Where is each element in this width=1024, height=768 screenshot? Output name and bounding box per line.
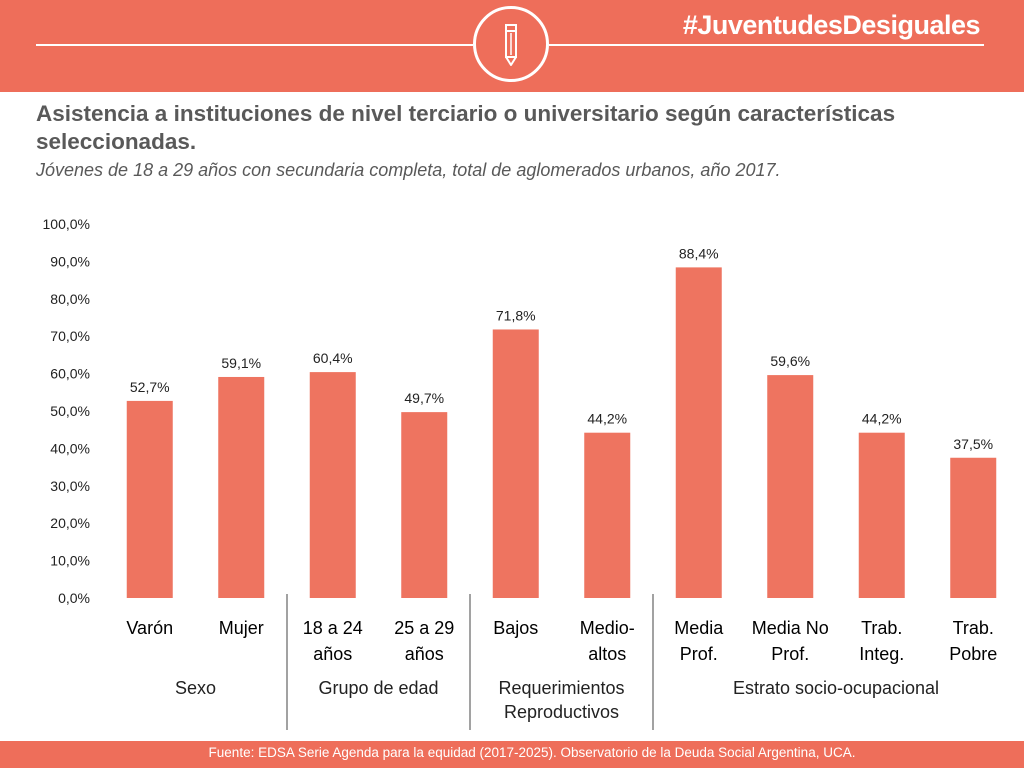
- category-label: 25 a 29: [394, 618, 454, 638]
- data-label: 52,7%: [130, 379, 170, 395]
- data-label: 49,7%: [404, 390, 444, 406]
- category-label: Pobre: [949, 644, 997, 664]
- group-label: Grupo de edad: [318, 678, 438, 698]
- group-label: Sexo: [175, 678, 216, 698]
- bar: [584, 432, 631, 598]
- category-label: Medio-: [580, 618, 635, 638]
- bar: [858, 432, 905, 598]
- header-rule-left: [36, 44, 473, 46]
- bar: [309, 372, 356, 598]
- y-tick-label: 70,0%: [50, 328, 90, 344]
- bar: [767, 375, 814, 598]
- logo-badge: [473, 6, 549, 82]
- category-label: Integ.: [859, 644, 904, 664]
- category-label: Trab.: [953, 618, 994, 638]
- bar: [492, 329, 539, 598]
- data-label: 37,5%: [953, 436, 993, 452]
- y-tick-label: 0,0%: [58, 590, 90, 606]
- category-label: Media No: [752, 618, 829, 638]
- category-label: Bajos: [493, 618, 538, 638]
- group-label: Estrato socio-ocupacional: [733, 678, 939, 698]
- category-label: Mujer: [219, 618, 264, 638]
- category-label: Prof.: [680, 644, 718, 664]
- category-label: Trab.: [861, 618, 902, 638]
- y-tick-label: 90,0%: [50, 253, 90, 269]
- data-label: 60,4%: [313, 350, 353, 366]
- y-tick-label: 40,0%: [50, 440, 90, 456]
- group-label: Reproductivos: [504, 702, 619, 722]
- data-label: 44,2%: [587, 411, 627, 427]
- bar-chart: 0,0% 10,0% 20,0% 30,0% 40,0% 50,0% 60,0% 70,0% 8…: [43, 216, 997, 730]
- category-label: 18 a 24: [303, 618, 363, 638]
- category-label: Varón: [126, 618, 173, 638]
- data-label: 71,8%: [496, 307, 536, 323]
- bar: [126, 400, 173, 598]
- category-label: años: [405, 644, 444, 664]
- bar: [675, 267, 722, 598]
- y-tick-label: 30,0%: [50, 478, 90, 494]
- data-label: 88,4%: [679, 245, 719, 261]
- category-label: años: [313, 644, 352, 664]
- bar: [218, 376, 265, 598]
- category-label: Media: [674, 618, 724, 638]
- y-tick-label: 10,0%: [50, 553, 90, 569]
- data-label: 44,2%: [862, 411, 902, 427]
- group-label: Requerimientos: [498, 678, 624, 698]
- footer-source: Fuente: EDSA Serie Agenda para la equida…: [208, 745, 856, 760]
- y-tick-label: 50,0%: [50, 403, 90, 419]
- footer-band: [0, 741, 1024, 768]
- y-tick-label: 100,0%: [43, 216, 90, 232]
- page-subtitle: Jóvenes de 18 a 29 años con secundaria c…: [36, 160, 781, 180]
- data-label: 59,1%: [221, 355, 261, 371]
- page-title: Asistencia a instituciones de nivel terc…: [36, 101, 896, 154]
- bar: [401, 412, 448, 598]
- header-rule-right: [549, 44, 984, 46]
- category-label: altos: [588, 644, 626, 664]
- y-tick-label: 20,0%: [50, 515, 90, 531]
- y-tick-label: 60,0%: [50, 366, 90, 382]
- y-tick-label: 80,0%: [50, 291, 90, 307]
- bar: [950, 457, 997, 598]
- category-label: Prof.: [771, 644, 809, 664]
- hashtag-label: #JuventudesDesiguales: [682, 10, 981, 40]
- pencil-icon: [505, 24, 517, 66]
- data-label: 59,6%: [770, 353, 810, 369]
